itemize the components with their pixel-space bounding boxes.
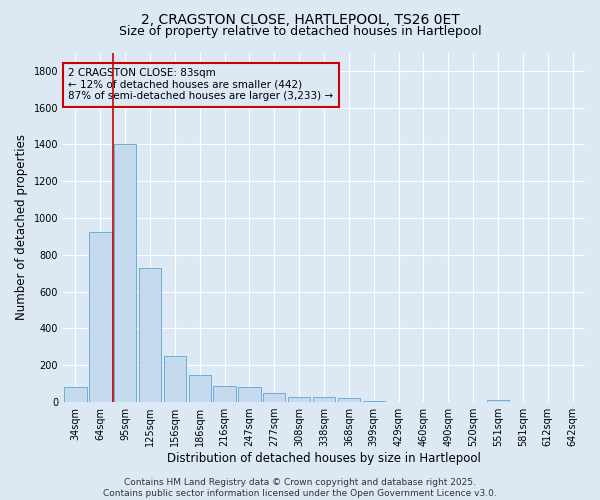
Bar <box>338 398 360 402</box>
Bar <box>164 356 186 402</box>
Bar <box>64 388 86 402</box>
Bar <box>114 144 136 402</box>
Bar <box>238 388 260 402</box>
Bar <box>288 396 310 402</box>
Text: Size of property relative to detached houses in Hartlepool: Size of property relative to detached ho… <box>119 25 481 38</box>
Text: 2, CRAGSTON CLOSE, HARTLEPOOL, TS26 0ET: 2, CRAGSTON CLOSE, HARTLEPOOL, TS26 0ET <box>140 12 460 26</box>
Y-axis label: Number of detached properties: Number of detached properties <box>15 134 28 320</box>
Bar <box>89 232 112 402</box>
Bar <box>362 401 385 402</box>
Bar <box>313 397 335 402</box>
Bar <box>139 268 161 402</box>
Bar <box>487 400 509 402</box>
Bar <box>263 393 286 402</box>
Text: 2 CRAGSTON CLOSE: 83sqm
← 12% of detached houses are smaller (442)
87% of semi-d: 2 CRAGSTON CLOSE: 83sqm ← 12% of detache… <box>68 68 334 102</box>
Bar <box>214 386 236 402</box>
Text: Contains HM Land Registry data © Crown copyright and database right 2025.
Contai: Contains HM Land Registry data © Crown c… <box>103 478 497 498</box>
Bar <box>188 376 211 402</box>
X-axis label: Distribution of detached houses by size in Hartlepool: Distribution of detached houses by size … <box>167 452 481 465</box>
